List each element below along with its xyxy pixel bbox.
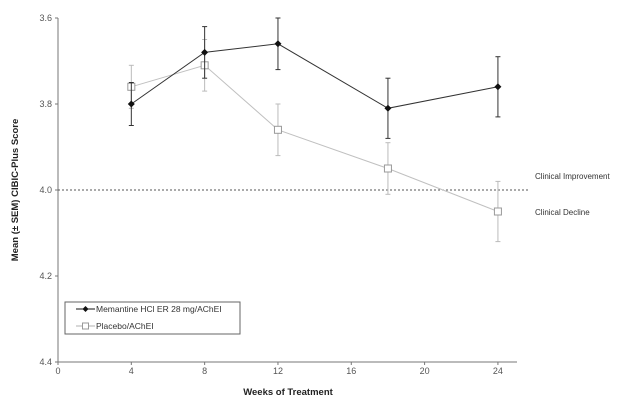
y-tick-label: 4.2 xyxy=(39,271,52,281)
legend-label-memantine: Memantine HCl ER 28 mg/AChEI xyxy=(96,304,222,314)
data-point-diamond xyxy=(201,48,209,56)
annotation-clinical-improvement: Clinical Improvement xyxy=(535,172,610,181)
x-tick-label: 4 xyxy=(129,366,134,376)
x-tick-label: 12 xyxy=(273,366,283,376)
data-point-square xyxy=(273,125,282,134)
data-point-square xyxy=(383,164,392,173)
data-point-diamond xyxy=(127,100,135,108)
x-tick-label: 0 xyxy=(55,366,60,376)
y-tick-label: 4.4 xyxy=(39,357,52,367)
annotation-clinical-decline: Clinical Decline xyxy=(535,208,590,217)
data-point-square xyxy=(493,207,502,216)
legend-marker-square xyxy=(82,322,89,330)
y-tick-label: 4.0 xyxy=(39,185,52,195)
x-tick-label: 16 xyxy=(346,366,356,376)
y-axis-label: Mean (± SEM) CIBIC-Plus Score xyxy=(10,119,21,261)
x-axis-label: Weeks of Treatment xyxy=(243,387,333,398)
series-placebo xyxy=(127,39,502,243)
x-tick-label: 24 xyxy=(493,366,503,376)
data-point-diamond xyxy=(494,83,502,91)
legend-box xyxy=(64,301,241,335)
x-tick-label: 8 xyxy=(202,366,207,376)
x-tick-label: 20 xyxy=(420,366,430,376)
y-tick-label: 3.6 xyxy=(39,13,52,23)
series-memantine xyxy=(127,17,502,139)
data-point-diamond xyxy=(384,104,392,112)
legend-marker-diamond xyxy=(82,306,89,312)
data-point-diamond xyxy=(274,40,282,48)
legend: Memantine HCl ER 28 mg/AChEI Placebo/ACh… xyxy=(64,301,241,335)
legend-label-placebo: Placebo/AChEI xyxy=(96,321,154,331)
y-tick-label: 3.8 xyxy=(39,99,52,109)
series-line xyxy=(131,43,499,109)
